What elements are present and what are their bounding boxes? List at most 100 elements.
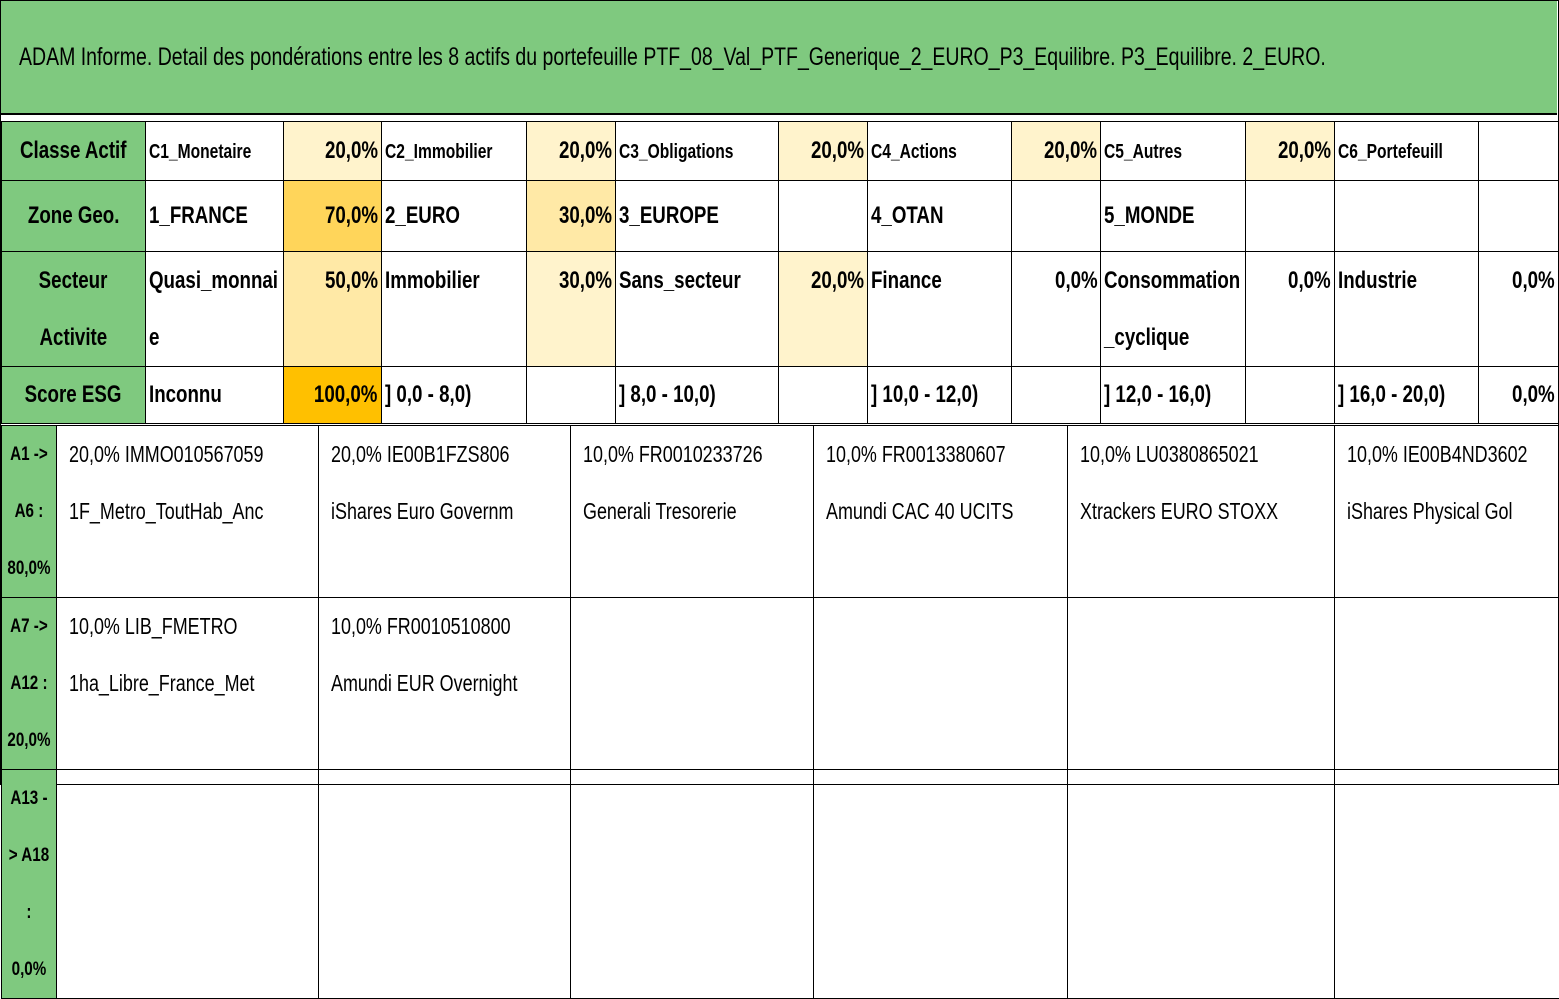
- secteur-pct: 0,0%: [1479, 252, 1559, 367]
- esg-pct: 100,0%: [283, 367, 381, 424]
- secteur-pct: 20,0%: [778, 252, 867, 367]
- row-label-zone-geo: Zone Geo.: [2, 181, 146, 252]
- secteur-name: Industrie: [1334, 252, 1478, 367]
- zone-name: 4_OTAN: [867, 181, 1011, 252]
- esg-pct: 0,0%: [1479, 367, 1559, 424]
- secteur-name: Sans_secteur: [615, 252, 778, 367]
- row-label-classe-actif: Classe Actif: [2, 122, 146, 181]
- esg-name: ] 12,0 - 16,0): [1101, 367, 1245, 424]
- asset-cell: [1067, 598, 1334, 770]
- asset-label: 1F_Metro_ToutHab_Anc: [69, 483, 263, 540]
- zone-name: 1_FRANCE: [145, 181, 283, 252]
- asset-label: iShares Physical Gol: [1347, 483, 1528, 540]
- secteur-pct: 30,0%: [526, 252, 615, 367]
- asset-cell: [1334, 598, 1559, 770]
- asset-weight-code: 10,0% LU0380865021: [1080, 426, 1278, 483]
- asset-cell: [571, 770, 814, 999]
- classe-name: C5_Autres: [1101, 122, 1245, 181]
- asset-weight-code: 10,0% FR0010233726: [583, 426, 763, 483]
- secteur-pct: 0,0%: [1245, 252, 1334, 367]
- classe-pct: 20,0%: [526, 122, 615, 181]
- classe-name: C4_Actions: [867, 122, 1011, 181]
- classe-pct: 20,0%: [283, 122, 381, 181]
- esg-name: ] 10,0 - 12,0): [867, 367, 1011, 424]
- classe-name: C3_Obligations: [615, 122, 778, 181]
- zone-pct: 30,0%: [526, 181, 615, 252]
- asset-cell: [1067, 770, 1334, 999]
- asset-weight-code: 10,0% FR0013380607: [826, 426, 1013, 483]
- asset-cell: [1334, 770, 1559, 999]
- secteur-name: Finance: [867, 252, 1011, 367]
- esg-pct: [1245, 367, 1334, 424]
- row-classe-actif: Classe Actif C1_Monetaire 20,0% C2_Immob…: [2, 122, 1559, 181]
- asset-label: 1ha_Libre_France_Met: [69, 655, 263, 712]
- esg-name: ] 16,0 - 20,0): [1334, 367, 1478, 424]
- classe-pct: 20,0%: [1012, 122, 1101, 181]
- esg-name: Inconnu: [145, 367, 283, 424]
- zone-pct: 70,0%: [283, 181, 381, 252]
- asset-label: Amundi EUR Overnight: [331, 655, 517, 712]
- asset-row-label: A1 -> A6 :80,0%: [2, 426, 57, 598]
- asset-weight-code: 10,0% LIB_FMETRO: [69, 598, 263, 655]
- report-title: ADAM Informe. Detail des pondérations en…: [19, 43, 1326, 72]
- esg-name: ] 0,0 - 8,0): [381, 367, 526, 424]
- classe-name: C6_Portefeuill: [1334, 122, 1478, 181]
- asset-weight-code: 10,0% FR0010510800: [331, 598, 517, 655]
- classe-pct: 20,0%: [1245, 122, 1334, 181]
- asset-label: Xtrackers EURO STOXX: [1080, 483, 1278, 540]
- classe-pct: 20,0%: [778, 122, 867, 181]
- asset-label: Amundi CAC 40 UCITS: [826, 483, 1013, 540]
- zone-name: 3_EUROPE: [615, 181, 778, 252]
- secteur-name: Consommation_cyclique: [1101, 252, 1245, 367]
- zone-pct: [1012, 181, 1101, 252]
- asset-weight-code: 10,0% IE00B4ND3602: [1347, 426, 1528, 483]
- asset-cell: [814, 598, 1067, 770]
- asset-label: Generali Tresorerie: [583, 483, 763, 540]
- secteur-pct: 50,0%: [283, 252, 381, 367]
- esg-pct: [778, 367, 867, 424]
- secteur-name: Quasi_monnaie: [145, 252, 283, 367]
- zone-pct: [1479, 181, 1559, 252]
- asset-row: A13 -> A18 :0,0%: [2, 770, 1559, 999]
- zone-name: 5_MONDE: [1101, 181, 1245, 252]
- classe-pct: [1479, 122, 1559, 181]
- row-score-esg: Score ESG Inconnu 100,0% ] 0,0 - 8,0) ] …: [2, 367, 1559, 424]
- row-zone-geo: Zone Geo. 1_FRANCE 70,0% 2_EURO 30,0% 3_…: [2, 181, 1559, 252]
- asset-row-label: A7 -> A12 :20,0%: [2, 598, 57, 770]
- zone-pct: [778, 181, 867, 252]
- esg-pct: [1012, 367, 1101, 424]
- asset-cell: [319, 770, 571, 999]
- row-label-score-esg: Score ESG: [2, 367, 146, 424]
- asset-weight-code: 20,0% IE00B1FZS806: [331, 426, 517, 483]
- classe-name: C1_Monetaire: [145, 122, 283, 181]
- classe-name: C2_Immobilier: [381, 122, 526, 181]
- asset-cell: [571, 598, 814, 770]
- esg-pct: [526, 367, 615, 424]
- asset-cell: [814, 770, 1067, 999]
- zone-pct: [1245, 181, 1334, 252]
- zone-name: [1334, 181, 1478, 252]
- secteur-pct: 0,0%: [1012, 252, 1101, 367]
- asset-row-label: A13 -> A18 :0,0%: [2, 770, 57, 999]
- report-title-bar: ADAM Informe. Detail des pondérations en…: [1, 1, 1557, 115]
- esg-name: ] 8,0 - 10,0): [615, 367, 778, 424]
- asset-label: iShares Euro Governm: [331, 483, 517, 540]
- secteur-name: Immobilier: [381, 252, 526, 367]
- weights-grid: Classe Actif C1_Monetaire 20,0% C2_Immob…: [1, 121, 1559, 424]
- zone-name: 2_EURO: [381, 181, 526, 252]
- asset-cell: [56, 770, 318, 999]
- asset-weight-code: 20,0% IMMO010567059: [69, 426, 263, 483]
